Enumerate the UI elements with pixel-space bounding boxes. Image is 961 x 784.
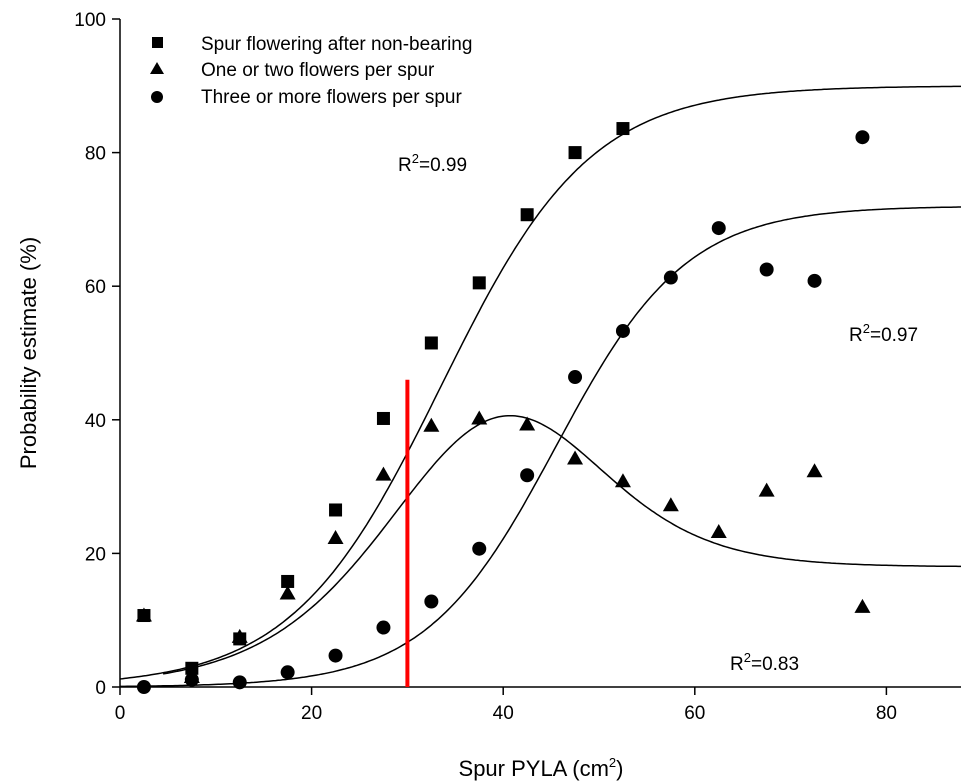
- triangle-point: [423, 417, 440, 432]
- legend-label-triangles: One or two flowers per spur: [201, 60, 435, 81]
- legend-item-squares: Spur flowering after non-bearing: [152, 34, 472, 55]
- x-tick-label: 80: [876, 703, 897, 724]
- circle-point: [472, 541, 487, 556]
- circle-point: [376, 620, 391, 635]
- triangle-point: [279, 585, 296, 600]
- triangle-point: [471, 410, 488, 425]
- x-axis-title: Spur PYLA (cm2): [459, 755, 624, 781]
- y-tick-label: 0: [95, 678, 106, 699]
- triangle-point: [806, 463, 823, 478]
- square-point: [520, 208, 534, 222]
- r2-annotation-triangles: R2=0.83: [730, 650, 799, 675]
- square-point: [329, 503, 343, 517]
- circle-point: [424, 594, 439, 609]
- x-tick-label: 40: [493, 703, 514, 724]
- circle-point: [136, 680, 151, 694]
- triangle-point: [327, 530, 344, 545]
- legend-square-marker: [152, 37, 163, 48]
- square-point: [568, 146, 582, 160]
- triangle-point: [854, 598, 871, 613]
- circle-point: [280, 665, 295, 680]
- circle-point: [711, 221, 726, 236]
- square-point: [424, 336, 438, 350]
- y-tick-label: 100: [74, 10, 106, 31]
- legend-item-circles: Three or more flowers per spur: [151, 87, 462, 108]
- circle-point: [232, 675, 247, 690]
- triangle-point: [135, 607, 152, 622]
- triangle-point: [614, 473, 631, 488]
- triangle-point: [519, 416, 536, 431]
- y-tick-label: 40: [85, 411, 106, 432]
- y-tick-label: 80: [85, 144, 106, 165]
- y-tick-label: 60: [85, 277, 106, 298]
- circle-point: [615, 323, 630, 338]
- circle-point: [520, 468, 535, 483]
- legend-label-squares: Spur flowering after non-bearing: [201, 34, 472, 55]
- triangle-point: [758, 482, 775, 497]
- triangle-point: [231, 628, 248, 643]
- legend: Spur flowering after non-bearing One or …: [150, 34, 472, 108]
- legend-circle-marker: [151, 91, 163, 103]
- circle-point: [184, 672, 199, 687]
- circle-point: [328, 648, 343, 663]
- x-tick-label: 0: [115, 703, 126, 724]
- legend-triangle-marker: [150, 62, 164, 74]
- circle-point: [663, 270, 678, 285]
- y-tick-label: 20: [85, 544, 106, 565]
- fit-curve-triangles: [162, 414, 961, 675]
- circle-point: [568, 370, 583, 385]
- triangle-point: [662, 497, 679, 512]
- r2-annotation-squares: R2=0.99: [398, 151, 467, 176]
- circle-point: [807, 273, 822, 288]
- x-tick-label: 20: [301, 703, 322, 724]
- triangle-point: [710, 524, 727, 539]
- square-point: [185, 661, 199, 675]
- square-point: [281, 574, 295, 588]
- r2-annotation-circles: R2=0.97: [849, 321, 918, 346]
- square-point: [376, 411, 390, 425]
- circle-point: [855, 130, 870, 145]
- triangle-point: [567, 450, 584, 465]
- legend-label-circles: Three or more flowers per spur: [201, 87, 462, 108]
- circle-point: [759, 262, 774, 277]
- legend-item-triangles: One or two flowers per spur: [150, 60, 435, 81]
- y-axis-title: Probability estimate (%): [16, 237, 41, 469]
- x-tick-label: 60: [684, 703, 705, 724]
- fit-curve-circles: [120, 206, 961, 688]
- fit-curve-squares: [119, 85, 961, 680]
- square-point: [472, 276, 486, 290]
- square-point: [616, 122, 630, 136]
- triangle-point: [375, 466, 392, 481]
